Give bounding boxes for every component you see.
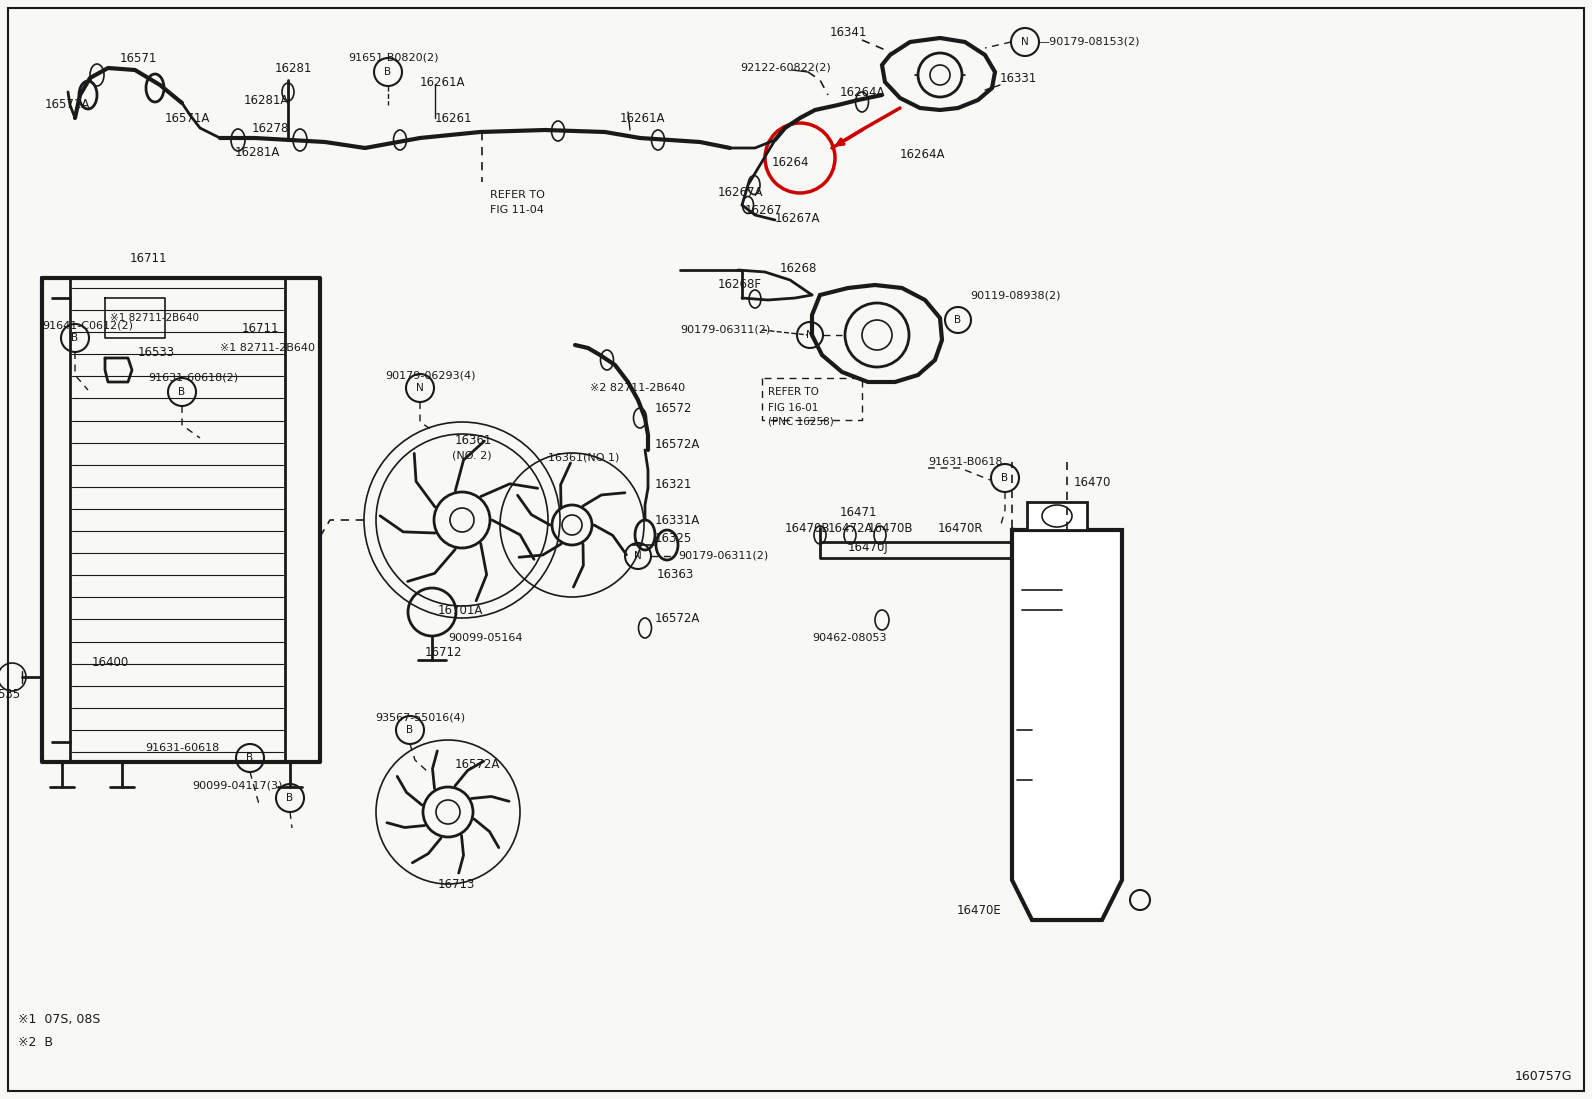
Text: 16572A: 16572A — [654, 439, 700, 452]
Text: 90099-05164: 90099-05164 — [447, 633, 522, 643]
Text: 16713: 16713 — [438, 878, 476, 891]
Text: N: N — [634, 551, 642, 560]
Text: 16281: 16281 — [275, 62, 312, 75]
Text: 16341: 16341 — [829, 25, 868, 38]
Text: 16535: 16535 — [0, 688, 21, 701]
Text: N: N — [806, 330, 814, 340]
Text: 16325: 16325 — [654, 532, 693, 544]
Text: 93567-55016(4): 93567-55016(4) — [376, 713, 465, 723]
Text: 91651-B0820(2): 91651-B0820(2) — [349, 53, 438, 63]
Text: 91631-60618: 91631-60618 — [145, 743, 220, 753]
Text: REFER TO: REFER TO — [490, 190, 544, 200]
Text: N: N — [416, 382, 423, 393]
Text: 16331: 16331 — [1000, 71, 1038, 85]
Text: B: B — [287, 793, 293, 803]
Text: 16264: 16264 — [772, 155, 809, 168]
Text: B: B — [178, 387, 186, 397]
Text: 16331A: 16331A — [654, 513, 700, 526]
Text: 16278: 16278 — [252, 122, 290, 134]
Text: 16264A: 16264A — [841, 86, 885, 99]
Text: B: B — [72, 333, 78, 343]
Text: B: B — [955, 315, 962, 325]
Text: 16268: 16268 — [780, 262, 817, 275]
Text: B: B — [247, 753, 253, 763]
Text: 16571A: 16571A — [45, 99, 91, 111]
Text: 16571: 16571 — [119, 52, 158, 65]
Text: FIG 11-04: FIG 11-04 — [490, 206, 544, 215]
Text: ※2 82711-2B640: ※2 82711-2B640 — [591, 382, 685, 393]
Text: 16321: 16321 — [654, 478, 693, 491]
Text: 90179-06311(2): 90179-06311(2) — [678, 551, 769, 560]
Text: 16267A: 16267A — [775, 211, 820, 224]
Text: N: N — [1020, 37, 1028, 47]
Text: 16268F: 16268F — [718, 278, 763, 291]
Text: —90179-08153(2): —90179-08153(2) — [1038, 37, 1140, 47]
Text: 16261: 16261 — [435, 111, 473, 124]
Text: REFER TO: REFER TO — [767, 387, 818, 397]
Text: 90099-04117(3): 90099-04117(3) — [193, 780, 282, 790]
Text: 16572A: 16572A — [654, 611, 700, 624]
Text: 92122-60822(2): 92122-60822(2) — [740, 63, 831, 73]
Text: 16571A: 16571A — [166, 111, 210, 124]
Text: 90119-08938(2): 90119-08938(2) — [970, 290, 1060, 300]
Text: 16472A: 16472A — [828, 522, 874, 534]
Text: 16261A: 16261A — [619, 111, 665, 124]
Text: 90179-06311(2): 90179-06311(2) — [680, 325, 771, 335]
Text: 16267A: 16267A — [718, 186, 764, 199]
Text: 16267: 16267 — [745, 203, 783, 217]
Text: FIG 16-01: FIG 16-01 — [767, 403, 818, 413]
Text: 16533: 16533 — [139, 345, 175, 358]
Text: 16572A: 16572A — [455, 758, 500, 771]
Text: 16261A: 16261A — [420, 76, 465, 89]
Text: 16470: 16470 — [1075, 476, 1111, 488]
Text: 16711: 16711 — [242, 322, 280, 334]
Text: 91631-60618(2): 91631-60618(2) — [148, 373, 239, 382]
Text: 16281A: 16281A — [236, 146, 280, 159]
Text: 160757G: 160757G — [1514, 1070, 1571, 1084]
Text: 16471: 16471 — [841, 506, 877, 519]
Text: (PNC 16258): (PNC 16258) — [767, 417, 834, 428]
Text: 16361(NO 1): 16361(NO 1) — [548, 453, 619, 463]
Text: 16361: 16361 — [455, 433, 492, 446]
Text: 16470R: 16470R — [938, 522, 984, 534]
Text: B: B — [406, 725, 414, 735]
Text: 16712: 16712 — [425, 645, 463, 658]
Text: ※1  07S, 08S: ※1 07S, 08S — [18, 1013, 100, 1026]
Text: 16470E: 16470E — [957, 903, 1001, 917]
Text: 16711: 16711 — [131, 252, 167, 265]
Bar — [1027, 502, 1087, 530]
Text: 90462-08053: 90462-08053 — [812, 633, 887, 643]
Text: 91631-B0618: 91631-B0618 — [928, 457, 1003, 467]
Text: 90179-06293(4): 90179-06293(4) — [385, 370, 476, 380]
Text: 16363: 16363 — [657, 568, 694, 581]
Text: B: B — [1001, 473, 1009, 482]
Text: 16701A: 16701A — [438, 603, 484, 617]
Text: ※2  B: ※2 B — [18, 1035, 53, 1048]
Text: ※1 82711-2B640: ※1 82711-2B640 — [110, 313, 199, 323]
Polygon shape — [1013, 530, 1122, 920]
Text: (NO. 2): (NO. 2) — [452, 449, 492, 460]
Text: 16470B: 16470B — [785, 522, 831, 534]
Text: 16400: 16400 — [92, 655, 129, 668]
Text: B: B — [384, 67, 392, 77]
Text: 16281A: 16281A — [244, 93, 290, 107]
Text: 16572: 16572 — [654, 401, 693, 414]
Text: ※1 82711-2B640: ※1 82711-2B640 — [220, 343, 315, 353]
Text: 16470B: 16470B — [868, 522, 914, 534]
Text: 16264A: 16264A — [899, 148, 946, 162]
Text: 91641-C0612(2): 91641-C0612(2) — [41, 320, 134, 330]
Text: 16470J: 16470J — [849, 542, 888, 555]
